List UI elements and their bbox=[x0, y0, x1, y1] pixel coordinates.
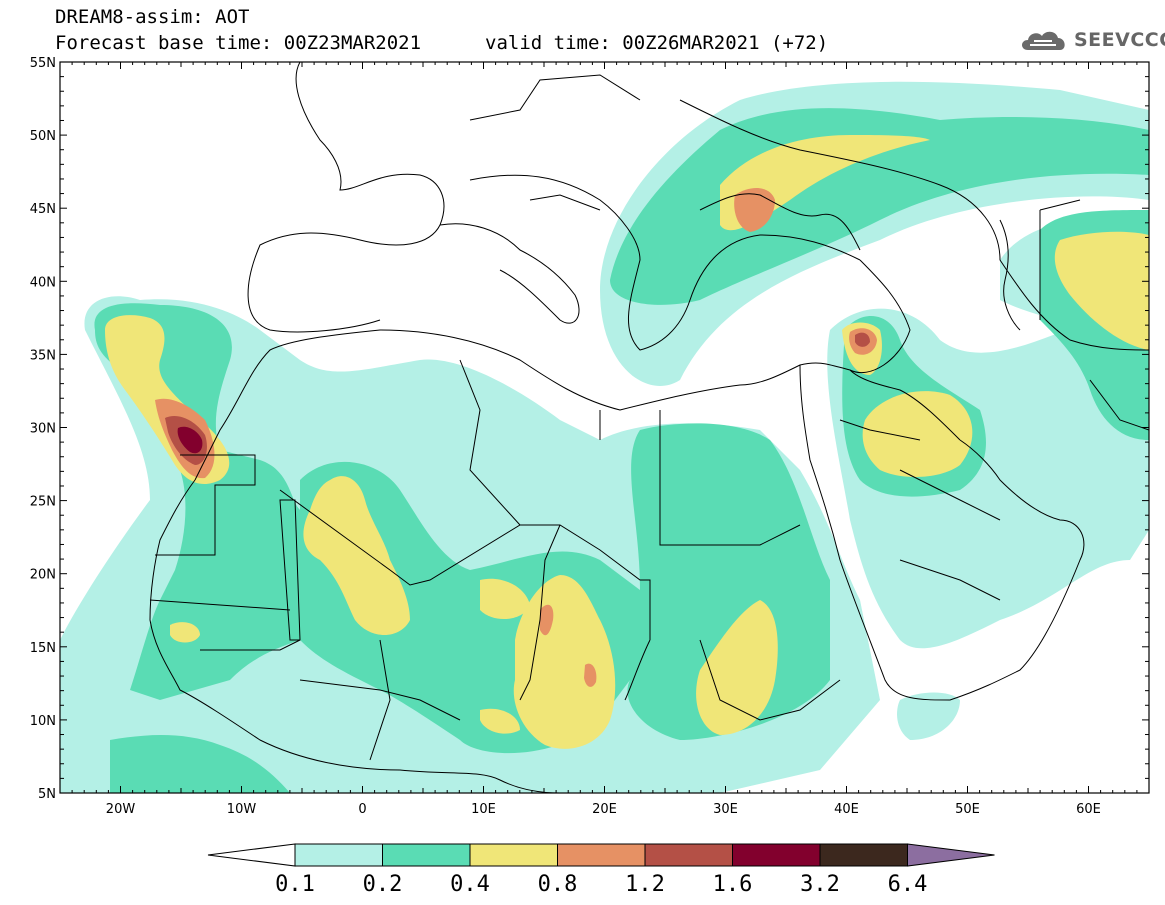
colorbar-high-triangle bbox=[907, 843, 995, 867]
lat-tick-label: 25N bbox=[30, 495, 56, 510]
colorbar-label: 0.8 bbox=[538, 872, 578, 897]
aot-field bbox=[60, 81, 1149, 793]
colorbar-low-triangle bbox=[207, 843, 296, 867]
lon-tick-label: 60E bbox=[1076, 802, 1101, 817]
lon-tick-label: 0 bbox=[358, 802, 366, 817]
lat-tick-label: 40N bbox=[30, 275, 56, 290]
lon-tick-label: 10W bbox=[227, 802, 257, 817]
lon-tick-label: 20W bbox=[106, 802, 136, 817]
seevccc-logo: SEEVCCC bbox=[1018, 26, 1165, 54]
map-title: DREAM8-assim: AOT bbox=[55, 6, 250, 28]
colorbar-label: 0.1 bbox=[275, 872, 315, 897]
lat-tick-label: 35N bbox=[30, 348, 56, 363]
lat-tick-label: 45N bbox=[30, 202, 56, 217]
colorbar-label: 3.2 bbox=[800, 872, 840, 897]
colorbar-swatch bbox=[469, 843, 558, 867]
colorbar-swatch bbox=[732, 843, 821, 867]
aot-band-1.6 bbox=[177, 426, 203, 454]
lon-tick-label: 10E bbox=[471, 802, 496, 817]
longitude-labels: 20W 10W 0 10E 20E 30E 40E 50E 60E bbox=[106, 802, 1101, 817]
lat-tick-label: 15N bbox=[30, 641, 56, 656]
lon-tick-label: 40E bbox=[834, 802, 859, 817]
cloud-icon bbox=[1022, 31, 1065, 50]
lat-tick-label: 10N bbox=[30, 714, 56, 729]
lat-tick-label: 55N bbox=[30, 56, 56, 71]
lon-tick-label: 20E bbox=[592, 802, 617, 817]
colorbar-label: 1.2 bbox=[625, 872, 665, 897]
colorbar-label: 0.4 bbox=[450, 872, 490, 897]
lat-tick-label: 30N bbox=[30, 422, 56, 437]
lon-tick-label: 30E bbox=[713, 802, 738, 817]
colorbar-swatch bbox=[294, 843, 383, 867]
colorbar-swatch bbox=[557, 843, 646, 867]
axis-ticks bbox=[59, 61, 1150, 794]
lat-tick-label: 20N bbox=[30, 568, 56, 583]
colorbar-swatch bbox=[644, 843, 733, 867]
colorbar: 0.1 0.2 0.4 0.8 1.2 1.6 3.2 6.4 bbox=[207, 843, 995, 897]
lat-tick-label: 5N bbox=[38, 787, 56, 802]
logo-text: SEEVCCC bbox=[1074, 29, 1165, 51]
lon-tick-label: 50E bbox=[955, 802, 980, 817]
forecast-base-time: Forecast base time: 00Z23MAR2021 bbox=[55, 32, 422, 54]
colorbar-swatch bbox=[819, 843, 908, 867]
lat-tick-label: 50N bbox=[30, 129, 56, 144]
colorbar-swatch bbox=[382, 843, 471, 867]
colorbar-label: 6.4 bbox=[888, 872, 928, 897]
latitude-labels: 55N 50N 45N 40N 35N 30N 25N 20N 15N 10N 5N bbox=[30, 56, 56, 802]
colorbar-label: 0.2 bbox=[363, 872, 403, 897]
coastlines-borders bbox=[149, 62, 1149, 793]
valid-time: valid time: 00Z26MAR2021 (+72) bbox=[485, 32, 829, 54]
colorbar-label: 1.6 bbox=[713, 872, 753, 897]
